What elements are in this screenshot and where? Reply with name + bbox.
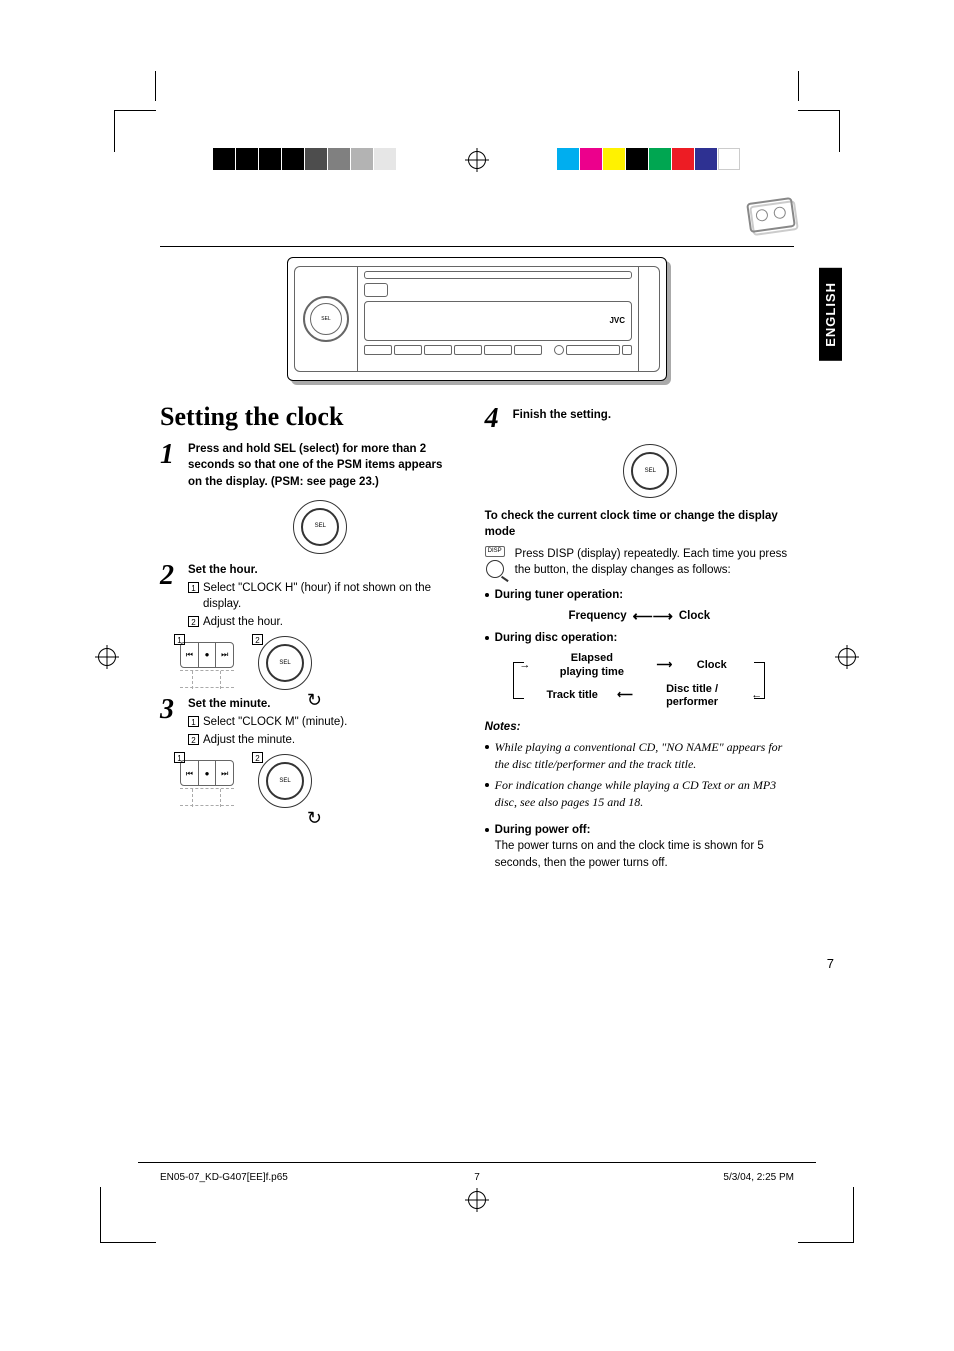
footer-metadata: EN05-07_KD-G407[EE]f.p65 7 5/3/04, 2:25 …	[160, 1172, 794, 1183]
disp-text: Press DISP (display) repeatedly. Each ti…	[515, 546, 794, 578]
control-label: 2	[252, 634, 263, 645]
control-label: 2	[252, 752, 263, 763]
sel-knob-icon: SEL	[293, 500, 347, 554]
sel-knob-icon: SEL	[258, 754, 312, 808]
substep-text: Select "CLOCK M" (minute).	[203, 714, 347, 730]
nav-buttons-icon: ⏮●⏭	[180, 760, 234, 786]
sel-knob-icon: SEL	[258, 636, 312, 690]
footer-timestamp: 5/3/04, 2:25 PM	[723, 1172, 794, 1183]
note-item: For indication change while playing a CD…	[495, 777, 794, 811]
page-title: Setting the clock	[160, 399, 455, 435]
rotate-arrow-icon: ↻	[307, 688, 322, 713]
tuner-flow-diagram: Frequency ⟵⟶ Clock	[485, 607, 794, 627]
tuner-label: During tuner operation:	[495, 587, 623, 603]
substep-number: 1	[188, 582, 199, 593]
step-number: 1	[160, 441, 182, 491]
crop-mark	[798, 110, 840, 152]
crop-mark	[100, 1187, 156, 1243]
registration-mark-icon	[468, 151, 486, 169]
registration-mark-icon	[468, 1191, 486, 1209]
language-tab: ENGLISH	[819, 268, 842, 361]
page-number: 7	[827, 956, 834, 971]
control-label: 1	[174, 634, 185, 645]
substep-number: 2	[188, 616, 199, 627]
control-label: 1	[174, 752, 185, 763]
substep-number: 2	[188, 734, 199, 745]
car-stereo-illustration: SEL	[287, 257, 667, 381]
substep-text: Select "CLOCK H" (hour) if not shown on …	[203, 580, 455, 612]
footer-page: 7	[474, 1172, 480, 1183]
disc-label: During disc operation:	[495, 630, 618, 646]
substep-text: Adjust the minute.	[203, 732, 295, 748]
footer-file: EN05-07_KD-G407[EE]f.p65	[160, 1172, 288, 1183]
note-item: While playing a conventional CD, "NO NAM…	[495, 739, 794, 773]
step-number: 4	[485, 399, 507, 438]
step-4-text: Finish the setting.	[513, 399, 611, 423]
step-number: 3	[160, 696, 182, 748]
nav-buttons-icon: ⏮●⏭	[180, 642, 234, 668]
crop-mark	[798, 1187, 854, 1243]
disc-flow-diagram: → Elapsed playing time ⟶ Clock Track tit…	[519, 652, 759, 709]
step-1-text: Press and hold SEL (select) for more tha…	[188, 441, 455, 489]
check-heading: To check the current clock time or chang…	[485, 508, 794, 540]
substep-text: Adjust the hour.	[203, 614, 283, 630]
substep-number: 1	[188, 716, 199, 727]
sel-knob-icon: SEL	[623, 444, 677, 498]
rotate-arrow-icon: ↻	[307, 806, 322, 831]
registration-mark-icon	[838, 648, 856, 666]
step-2-heading: Set the hour.	[188, 562, 455, 578]
registration-mark-icon	[98, 648, 116, 666]
power-off-label: During power off:	[495, 822, 591, 838]
cassette-icon	[746, 197, 796, 233]
notes-heading: Notes:	[485, 719, 794, 735]
step-number: 2	[160, 562, 182, 630]
power-off-text: The power turns on and the clock time is…	[485, 838, 794, 870]
disp-button-icon: DISP	[485, 546, 505, 578]
crop-mark	[114, 110, 156, 152]
